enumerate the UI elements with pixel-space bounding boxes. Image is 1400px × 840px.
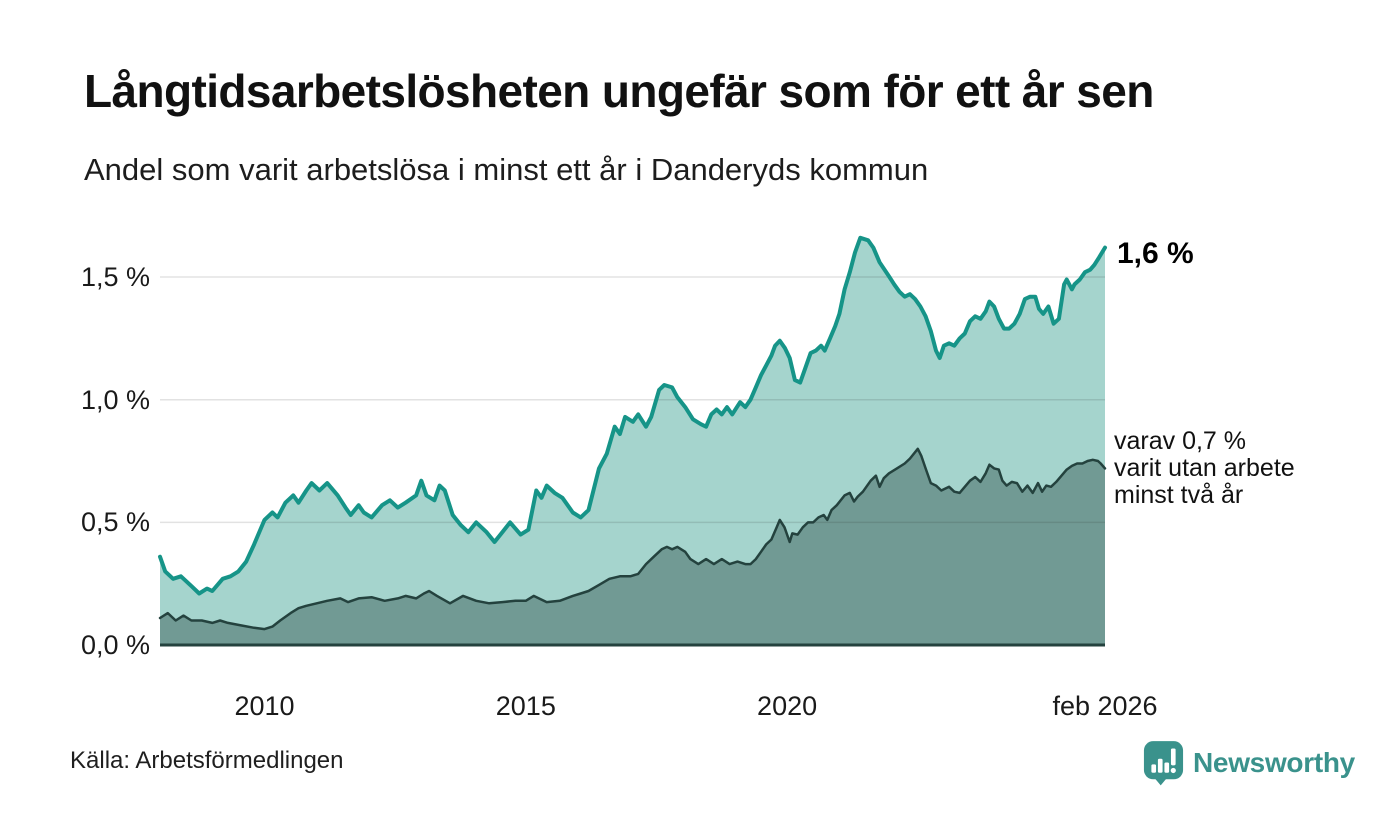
chart-subtitle: Andel som varit arbetslösa i minst ett å…: [84, 152, 929, 187]
secondary-annotation-line: varit utan arbete: [1114, 454, 1295, 482]
newsworthy-logo: Newsworthy: [1143, 740, 1355, 786]
y-tick-label: 0,5 %: [80, 507, 150, 538]
brand-name: Newsworthy: [1193, 747, 1355, 778]
secondary-annotation-line: varav 0,7 %: [1114, 427, 1247, 455]
secondary-annotation-line: minst två år: [1114, 481, 1244, 509]
y-tick-label: 1,5 %: [80, 262, 150, 293]
y-tick-label: 1,0 %: [80, 384, 150, 415]
x-tick-label: 2010: [234, 691, 295, 721]
x-tick-label: 2015: [495, 691, 556, 721]
x-tick-label: feb 2026: [1052, 691, 1158, 721]
y-tick-label: 0,0 %: [80, 630, 150, 660]
bar-chart-speech-bubble-icon: [1143, 741, 1184, 786]
x-tick-label: 2020: [757, 691, 818, 721]
series-line-1: [158, 447, 1107, 631]
series-line-0: [158, 235, 1107, 596]
page-title: Långtidsarbetslösheten ungefär som för e…: [84, 65, 1154, 117]
latest-value-label: 1,6 %: [1117, 237, 1194, 270]
area-fill-series-1: [160, 448, 1105, 645]
source-credit: Källa: Arbetsförmedlingen: [70, 747, 344, 774]
secondary-annotation: varav 0,7 % varit utan arbete minst två …: [1114, 428, 1295, 509]
